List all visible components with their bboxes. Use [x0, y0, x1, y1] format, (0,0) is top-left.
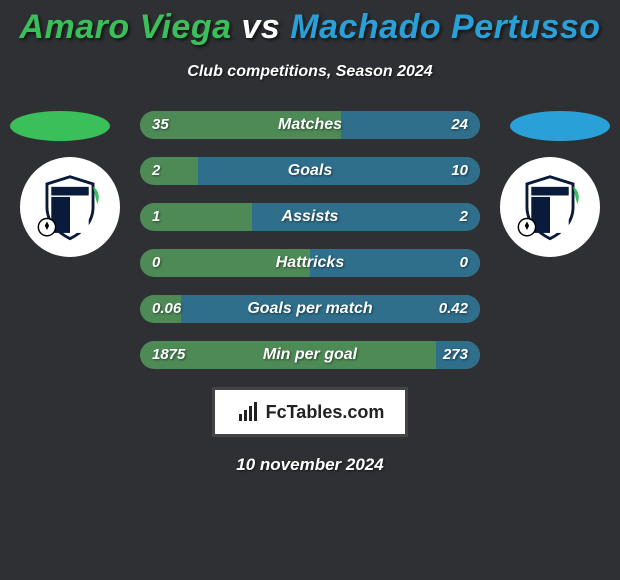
stat-row: 2Goals10: [140, 157, 480, 185]
stat-label: Matches: [140, 111, 480, 139]
vs-label: vs: [241, 8, 280, 46]
stat-row: 0Hattricks0: [140, 249, 480, 277]
stat-right-value: 0: [460, 249, 468, 277]
stat-label: Goals per match: [140, 295, 480, 323]
stat-right-value: 10: [451, 157, 468, 185]
player1-ellipse: [10, 111, 110, 141]
stat-row: 1875Min per goal273: [140, 341, 480, 369]
player2-name: Machado Pertusso: [290, 8, 600, 46]
stat-label: Assists: [140, 203, 480, 231]
player2-club-badge: [500, 157, 600, 257]
date-label: 10 november 2024: [0, 455, 620, 475]
shield-icon: [514, 171, 586, 243]
content-area: 35Matches242Goals101Assists20Hattricks00…: [0, 111, 620, 475]
stat-right-value: 0.42: [439, 295, 468, 323]
player2-ellipse: [510, 111, 610, 141]
stat-right-value: 24: [451, 111, 468, 139]
chart-icon: [236, 400, 260, 424]
branding-text: FcTables.com: [266, 402, 385, 423]
stat-row: 35Matches24: [140, 111, 480, 139]
stat-label: Min per goal: [140, 341, 480, 369]
stat-right-value: 2: [460, 203, 468, 231]
shield-icon: [34, 171, 106, 243]
stat-right-value: 273: [443, 341, 468, 369]
stat-label: Hattricks: [140, 249, 480, 277]
stat-row: 1Assists2: [140, 203, 480, 231]
subtitle: Club competitions, Season 2024: [0, 63, 620, 81]
comparison-title: Amaro Viega vs Machado Pertusso: [0, 0, 620, 47]
branding-box: FcTables.com: [212, 387, 408, 437]
player1-club-badge: [20, 157, 120, 257]
stat-row: 0.06Goals per match0.42: [140, 295, 480, 323]
stats-rows: 35Matches242Goals101Assists20Hattricks00…: [140, 111, 480, 369]
stat-label: Goals: [140, 157, 480, 185]
player1-name: Amaro Viega: [19, 8, 231, 46]
